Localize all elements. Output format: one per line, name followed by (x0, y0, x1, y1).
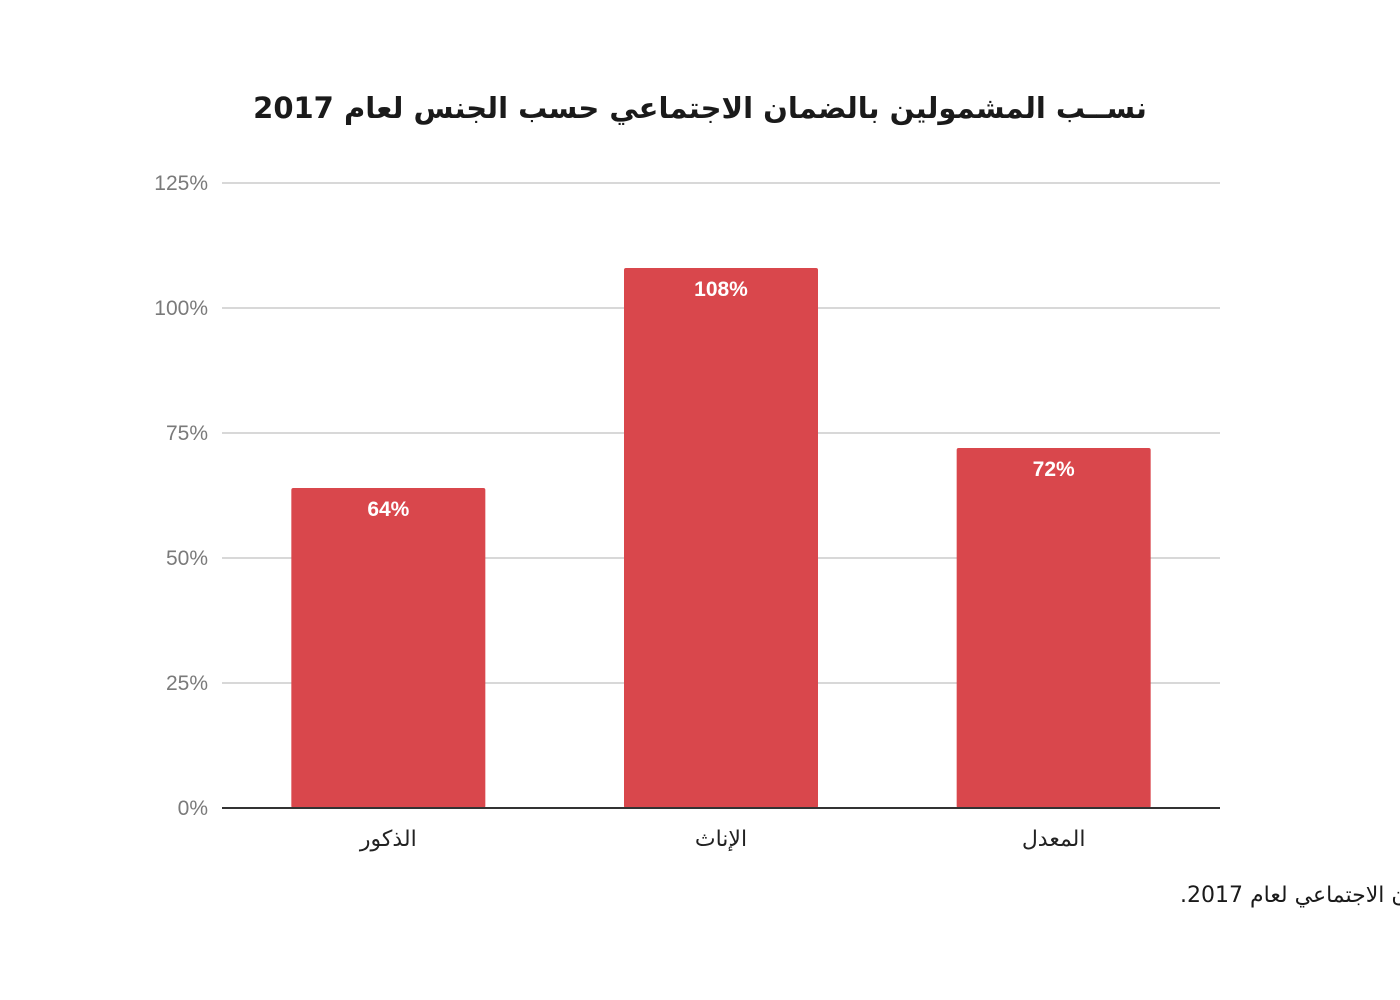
y-axis-tick-labels: 0% 25% 50% 75% 100% 125% (154, 172, 208, 820)
y-tick-label: 100% (154, 297, 208, 320)
y-tick-label: 125% (154, 172, 208, 195)
y-tick-label: 75% (166, 422, 208, 445)
source-note: المصدر: موقع دائرة الإحصاءات العامة والت… (1180, 883, 1400, 908)
x-category-label: الذكور (359, 827, 417, 852)
bar (624, 268, 818, 808)
x-axis-category-labels: الذكور الإناث المعدل (359, 827, 1086, 852)
y-tick-label: 25% (166, 672, 208, 695)
x-category-label: الإناث (695, 827, 747, 852)
bar (956, 448, 1151, 808)
bar (291, 488, 486, 808)
bar-value-label: 72% (1033, 458, 1075, 481)
chart-title: نســب المشمولين بالضمان الاجتماعي حسب ال… (253, 91, 1147, 125)
y-tick-label: 50% (166, 547, 208, 570)
bars: 64% 108% 72% (291, 268, 1151, 808)
bar-value-label: 64% (367, 498, 409, 521)
y-tick-label: 0% (178, 797, 208, 820)
bar-value-label: 108% (694, 278, 748, 301)
x-category-label: المعدل (1022, 827, 1086, 852)
